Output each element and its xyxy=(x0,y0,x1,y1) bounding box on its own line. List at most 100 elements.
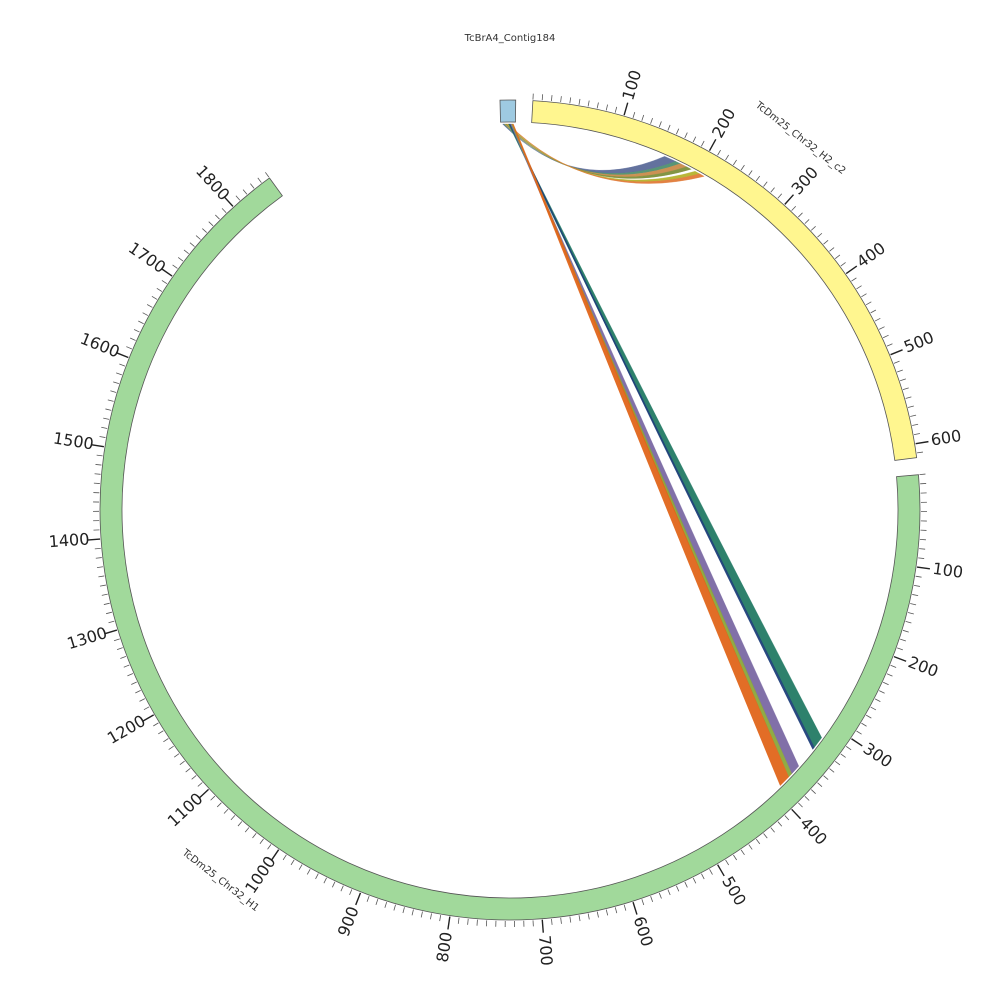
minor-tick xyxy=(879,690,885,694)
minor-tick xyxy=(614,907,618,914)
minor-tick xyxy=(905,621,912,624)
minor-tick xyxy=(804,796,810,801)
minor-tick xyxy=(189,242,195,247)
major-tick xyxy=(142,714,155,722)
minor-tick xyxy=(96,566,103,568)
minor-tick xyxy=(777,821,783,827)
minor-tick xyxy=(733,159,737,166)
minor-tick xyxy=(900,638,907,642)
minor-tick xyxy=(101,426,108,429)
minor-tick xyxy=(282,854,287,861)
minor-tick xyxy=(641,114,645,121)
minor-tick xyxy=(191,775,197,780)
major-tick xyxy=(161,268,173,277)
minor-tick xyxy=(684,881,688,888)
minor-tick xyxy=(215,214,220,220)
minor-tick xyxy=(107,399,114,402)
minor-tick xyxy=(890,664,897,668)
minor-tick xyxy=(340,885,344,892)
link-ribbon xyxy=(509,123,815,750)
minor-tick xyxy=(210,795,216,801)
minor-tick xyxy=(127,673,134,677)
minor-tick xyxy=(755,838,761,845)
major-tick xyxy=(87,538,101,541)
minor-tick xyxy=(158,730,164,735)
tick-label-h1-100: 100 xyxy=(931,559,964,582)
minor-tick xyxy=(804,219,810,224)
minor-tick xyxy=(257,177,262,183)
minor-tick xyxy=(202,228,208,233)
minor-tick xyxy=(913,584,921,587)
minor-tick xyxy=(851,277,857,282)
minor-tick xyxy=(650,118,653,124)
minor-tick xyxy=(748,170,753,176)
minor-tick xyxy=(244,827,250,833)
tick-label-h1-600: 600 xyxy=(630,914,657,949)
minor-tick xyxy=(650,896,654,902)
minor-tick xyxy=(177,257,184,262)
minor-tick xyxy=(135,689,141,694)
minor-tick xyxy=(94,547,101,550)
minor-tick xyxy=(725,154,729,161)
minor-tick xyxy=(569,97,572,104)
ideogram-arcs xyxy=(99,99,921,921)
major-tick xyxy=(198,788,210,799)
minor-tick xyxy=(883,681,889,686)
minor-tick xyxy=(123,664,130,668)
minor-tick xyxy=(919,548,926,550)
minor-tick xyxy=(658,121,662,128)
minor-tick xyxy=(101,593,108,596)
minor-tick xyxy=(614,106,618,113)
minor-tick xyxy=(131,681,137,685)
major-tick xyxy=(916,566,930,570)
major-tick xyxy=(270,849,280,861)
minor-tick xyxy=(183,249,189,255)
minor-tick xyxy=(870,309,877,314)
minor-tick xyxy=(151,295,158,300)
tick-label-h1-1500: 1500 xyxy=(52,428,95,453)
minor-tick xyxy=(840,262,846,267)
minor-tick xyxy=(252,833,257,839)
minor-tick xyxy=(108,620,115,624)
minor-tick xyxy=(161,280,168,285)
minor-tick xyxy=(110,390,117,393)
minor-tick xyxy=(439,915,442,922)
major-tick xyxy=(623,102,629,116)
minor-tick xyxy=(99,436,106,438)
minor-tick xyxy=(886,673,893,677)
minor-tick xyxy=(142,312,149,316)
minor-tick xyxy=(221,208,227,214)
minor-tick xyxy=(834,760,841,766)
minor-tick xyxy=(551,95,553,102)
minor-tick xyxy=(99,584,106,587)
minor-tick xyxy=(829,247,835,252)
minor-tick xyxy=(919,473,926,475)
minor-tick xyxy=(701,873,705,880)
minor-tick xyxy=(96,454,103,457)
minor-tick xyxy=(902,387,909,390)
minor-tick xyxy=(810,789,816,794)
major-tick xyxy=(90,444,105,448)
minor-tick xyxy=(569,916,572,923)
minor-tick xyxy=(375,899,379,905)
minor-tick xyxy=(912,423,919,426)
tick-label-h2c2-100: 100 xyxy=(618,68,645,103)
minor-tick xyxy=(156,287,163,292)
minor-tick xyxy=(120,655,127,659)
major-tick xyxy=(708,138,717,152)
segment-label-contig184: TcBrA4_Contig184 xyxy=(464,33,556,44)
minor-tick xyxy=(915,575,922,578)
minor-tick xyxy=(265,172,270,178)
minor-tick xyxy=(632,111,636,118)
minor-tick xyxy=(874,317,881,322)
minor-tick xyxy=(98,575,105,578)
tick-label-h1-1800: 1800 xyxy=(192,161,233,204)
tick-label-h1-400: 400 xyxy=(796,814,831,849)
minor-tick xyxy=(179,760,185,766)
minor-tick xyxy=(861,722,867,727)
minor-tick xyxy=(684,132,688,139)
minor-tick xyxy=(153,722,159,727)
minor-tick xyxy=(856,285,862,290)
minor-tick xyxy=(290,859,295,866)
